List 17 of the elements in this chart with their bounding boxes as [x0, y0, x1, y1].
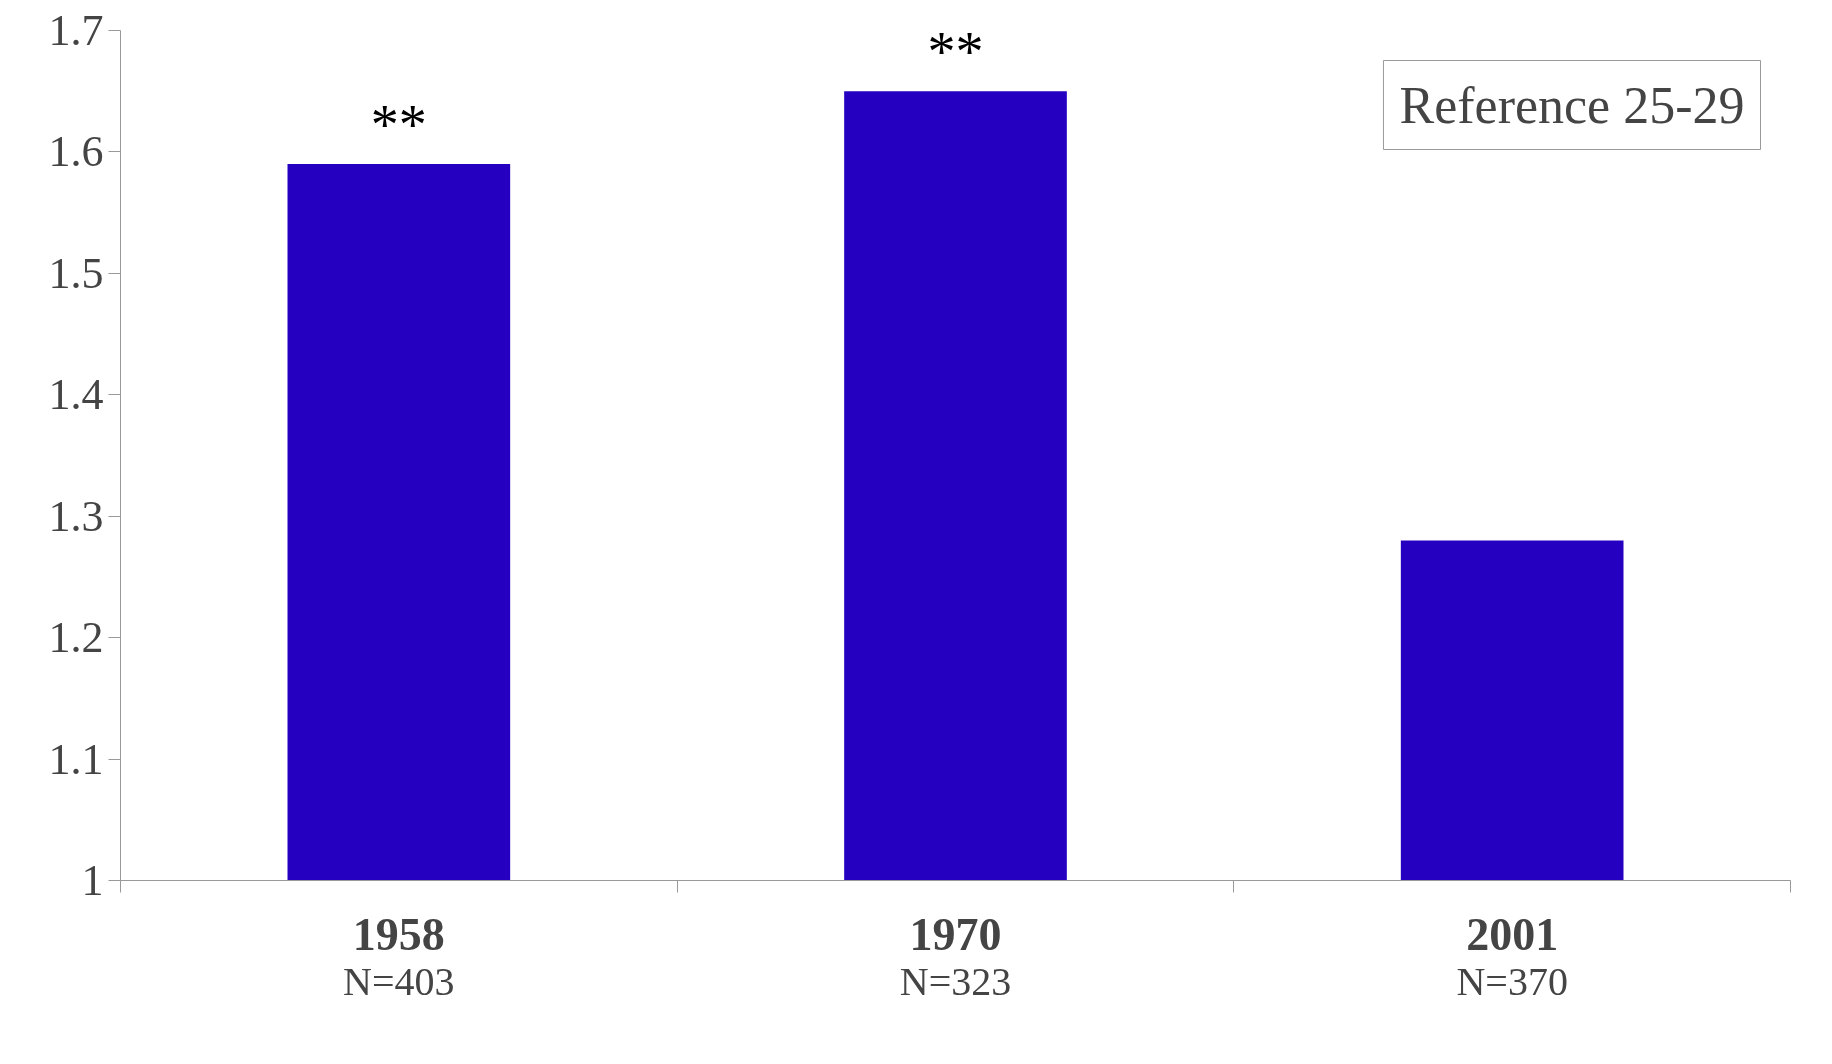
y-tick-label: 1.5: [48, 248, 104, 298]
x-tick-label: 2001: [1466, 908, 1559, 960]
x-tick-label: 1970: [909, 908, 1002, 960]
y-tick-label: 1.6: [48, 127, 104, 177]
text: N=323: [899, 958, 1012, 1004]
y-tick-label: 1.2: [48, 613, 104, 663]
y-tick-label: 1.3: [48, 491, 104, 541]
text: N=403: [343, 958, 455, 1004]
y-tick-label: 1.1: [48, 734, 104, 784]
annotation: Reference 25-29: [1399, 76, 1745, 134]
x-tick-label: 1958: [352, 908, 445, 960]
data-label: **: [927, 21, 984, 84]
y-tick-label: 1: [81, 856, 104, 905]
data-label: **: [370, 94, 427, 157]
y-tick-label: 1.7: [48, 6, 104, 55]
y-tick-label: 1.4: [48, 370, 104, 420]
text: N=370: [1456, 958, 1568, 1004]
